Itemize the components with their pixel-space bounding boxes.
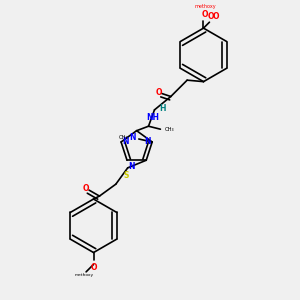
Text: N: N	[128, 162, 135, 171]
Text: O: O	[90, 263, 97, 272]
Text: H: H	[160, 104, 166, 113]
Text: CH₃: CH₃	[165, 127, 175, 132]
Text: N: N	[129, 133, 136, 142]
Text: CH₃: CH₃	[119, 135, 128, 140]
Text: O: O	[202, 10, 208, 19]
Text: N: N	[144, 137, 151, 146]
Text: O: O	[208, 12, 214, 21]
Text: O: O	[82, 184, 89, 193]
Text: NH: NH	[146, 113, 160, 122]
Text: S: S	[124, 171, 129, 180]
Text: methoxy: methoxy	[75, 273, 94, 277]
Text: O: O	[212, 12, 219, 21]
Text: N: N	[123, 137, 129, 146]
Text: O: O	[156, 88, 162, 97]
Text: methoxy: methoxy	[194, 4, 216, 9]
